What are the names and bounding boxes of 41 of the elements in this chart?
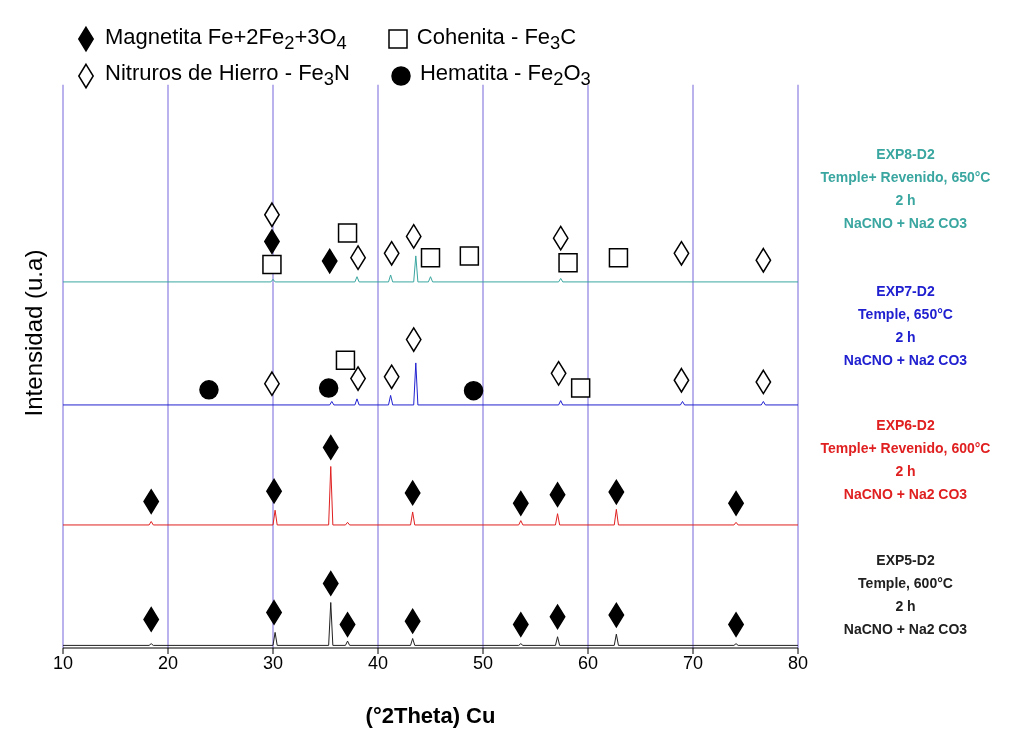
legend-label: Magnetita Fe+2Fe$_{2}$+3O$_{4}$ — [105, 24, 347, 55]
point — [199, 380, 219, 400]
point — [318, 378, 339, 398]
y-axis-title: Intensidad (u.a) — [20, 249, 48, 417]
x-tick-label: 30 — [262, 652, 284, 673]
text: 2 h — [894, 597, 917, 617]
point — [463, 380, 484, 401]
point — [570, 378, 591, 398]
text: NaCNO + Na2 CO3 — [842, 485, 969, 505]
x-tick-label: 60 — [577, 652, 599, 673]
point — [262, 254, 282, 275]
text: 2 h — [894, 462, 917, 482]
text: EXP5-D2 — [875, 551, 936, 571]
text: Temple+ Revenido, 600°C — [819, 439, 992, 459]
text: NaCNO + Na2 CO3 — [842, 213, 969, 233]
point — [459, 246, 480, 266]
text: Temple+ Revenido, 650°C — [819, 167, 992, 187]
text: EXP7-D2 — [875, 282, 936, 302]
text: NaCNO + Na2 CO3 — [842, 351, 969, 371]
text: EXP6-D2 — [875, 416, 936, 436]
x-tick-label: 70 — [682, 652, 704, 673]
text: Temple, 600°C — [857, 574, 954, 594]
x-tick-label: 80 — [787, 652, 809, 673]
text: 2 h — [894, 190, 917, 210]
text: NaCNO + Na2 CO3 — [842, 620, 969, 640]
point — [420, 247, 441, 268]
text: 2 h — [894, 328, 917, 348]
point — [608, 247, 629, 268]
x-tick-label: 40 — [367, 652, 389, 673]
legend-label: Nitruros de Hierro - Fe$_{3}$N — [105, 60, 350, 91]
point — [558, 253, 578, 273]
text: EXP8-D2 — [875, 144, 936, 164]
legend-label: Cohenita - Fe$_{3}$C — [416, 24, 577, 55]
point — [337, 223, 358, 243]
x-tick-label: 20 — [157, 652, 179, 673]
x-tick-label: 50 — [472, 652, 494, 673]
legend-label: Hematita - Fe$_{2}$O$_{3}$ — [419, 60, 591, 91]
x-axis-title: (°2Theta) Cu — [365, 703, 496, 728]
text: Temple, 650°C — [857, 305, 954, 325]
point — [335, 350, 356, 371]
x-tick-label: 10 — [52, 652, 74, 673]
